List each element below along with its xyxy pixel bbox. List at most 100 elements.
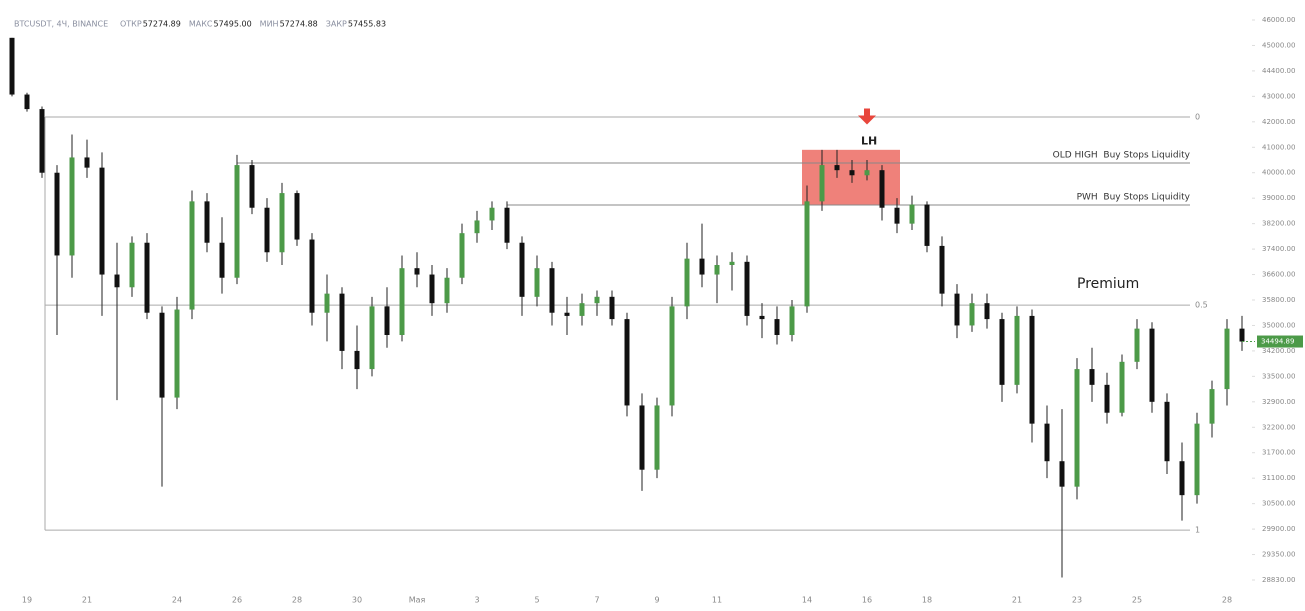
candle-body <box>279 193 285 253</box>
x-tick-label: 3 <box>474 596 479 605</box>
candle-body <box>804 201 810 307</box>
y-tick-label: 41000.00 <box>1262 143 1295 151</box>
candle-body <box>759 315 765 320</box>
candle-body <box>774 319 780 335</box>
candle-body <box>99 167 105 275</box>
x-tick-label: 30 <box>352 596 362 605</box>
header-symbol: BTCUSDT, 4Ч, BINANCE <box>14 20 108 29</box>
candle-body <box>594 296 600 304</box>
candle-body <box>399 268 405 335</box>
candle-body <box>564 312 570 316</box>
y-tick-label: 33500.00 <box>1262 372 1295 380</box>
candle-body <box>174 309 180 398</box>
fib-label: 0 <box>1195 112 1200 121</box>
candle-body <box>1149 328 1155 402</box>
candle-body <box>1104 384 1110 413</box>
x-tick-label: 9 <box>654 596 659 605</box>
candle-body <box>354 350 360 370</box>
annotation: Premium <box>1077 276 1139 292</box>
x-tick-label: 26 <box>232 596 242 605</box>
candle-body <box>474 220 480 234</box>
candle-body <box>729 261 735 265</box>
fib-label: 0.5 <box>1195 301 1208 310</box>
candle-body <box>519 242 525 297</box>
candle-body <box>894 207 900 224</box>
candle-body <box>819 165 825 202</box>
y-tick-label: 29900.00 <box>1262 525 1295 533</box>
candle-body <box>624 319 630 406</box>
x-tick-label: 21 <box>82 596 92 605</box>
y-tick-label: 43000.00 <box>1262 92 1295 100</box>
y-tick-label: 31100.00 <box>1262 474 1295 482</box>
candle-body <box>24 94 30 110</box>
candle-body <box>714 265 720 275</box>
liquidity-label: PWH Buy Stops Liquidity <box>1077 193 1191 203</box>
fib-label: 1 <box>1195 526 1200 535</box>
x-tick-label: 18 <box>922 596 932 605</box>
candle-body <box>459 233 465 278</box>
x-tick-label: 21 <box>1012 596 1022 605</box>
candle-body <box>909 204 915 224</box>
candle-body <box>444 277 450 304</box>
x-tick-label: 28 <box>1222 596 1232 605</box>
y-tick-label: 32900.00 <box>1262 398 1295 406</box>
x-tick-label: 11 <box>712 596 722 605</box>
candle-body <box>369 306 375 370</box>
candle-body <box>1194 423 1200 496</box>
candle-body <box>1059 461 1065 487</box>
candle-body <box>1179 461 1185 496</box>
candle-body <box>309 239 315 313</box>
candle-body <box>294 193 300 240</box>
candle-body <box>144 242 150 313</box>
candle-body <box>1029 315 1035 424</box>
candle-body <box>1119 361 1125 413</box>
candle-body <box>939 245 945 294</box>
candle-body <box>744 261 750 316</box>
candle-body <box>1224 328 1230 390</box>
candle-body <box>249 165 255 208</box>
candle-body <box>264 207 270 253</box>
candle-body <box>654 405 660 470</box>
y-tick-label: 36600.00 <box>1262 271 1295 279</box>
candle-body <box>39 109 45 173</box>
x-tick-label: 25 <box>1132 596 1142 605</box>
candle-body <box>9 37 15 95</box>
y-tick-label: 45000.00 <box>1262 41 1295 49</box>
candle-body <box>54 172 60 256</box>
candle-body <box>999 319 1005 385</box>
y-tick-label: 30500.00 <box>1262 500 1295 508</box>
candle-body <box>1074 369 1080 487</box>
header-label: ОТКР <box>120 20 142 29</box>
candle-body <box>219 242 225 278</box>
y-tick-label: 37400.00 <box>1262 245 1295 253</box>
y-tick-label: 28830.00 <box>1262 576 1295 584</box>
candle-body <box>1134 328 1140 362</box>
candle-body <box>609 296 615 320</box>
x-tick-label: 5 <box>534 596 539 605</box>
header-value: 57495.00 <box>214 20 252 29</box>
y-tick-label: 44400.00 <box>1262 67 1295 75</box>
arrow-icon <box>858 108 876 125</box>
y-tick-label: 34200.00 <box>1262 347 1295 355</box>
candle-body <box>129 242 135 288</box>
annotation: LH <box>861 134 877 147</box>
candle-body <box>954 293 960 326</box>
candle-body <box>1239 328 1245 342</box>
last-price-label: 34494.89 <box>1261 338 1294 346</box>
candle-body <box>789 306 795 335</box>
y-tick-label: 29350.00 <box>1262 551 1295 559</box>
candle-body <box>879 170 885 208</box>
candle-body <box>69 157 75 256</box>
x-tick-label: 16 <box>862 596 872 605</box>
candle-body <box>339 293 345 351</box>
candle-body <box>684 258 690 307</box>
candle-body <box>669 306 675 406</box>
last-price-box <box>1257 335 1303 348</box>
y-tick-label: 46000.00 <box>1262 16 1295 24</box>
candle-body <box>849 170 855 176</box>
x-tick-label: Мая <box>409 596 426 605</box>
candle-body <box>504 207 510 243</box>
x-tick-label: 19 <box>22 596 32 605</box>
header-value: 57455.83 <box>348 20 386 29</box>
